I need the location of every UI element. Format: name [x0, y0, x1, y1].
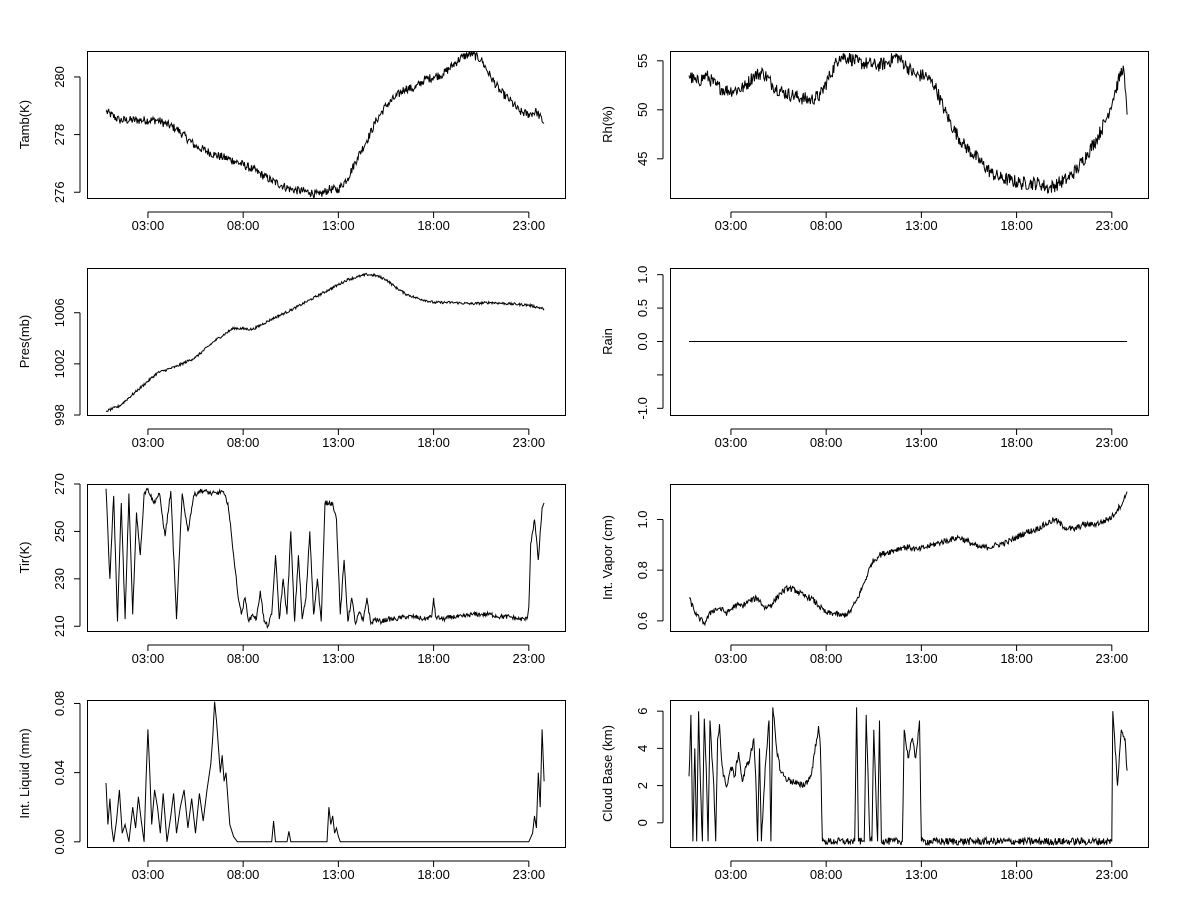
panel-rh: 03:00 08:00 13:00 18:00 23:00 45 50 55 Rh(%) [600, 51, 1149, 233]
plot-frame [670, 700, 1149, 848]
y-tick-label: 1002 [52, 349, 67, 378]
x-tick-label: 13:00 [322, 435, 355, 450]
x-tick-label: 08:00 [227, 218, 260, 233]
series-line [105, 272, 545, 413]
x-tick-label: 08:00 [810, 867, 843, 882]
y-tick-label: 45 [635, 152, 650, 166]
x-tick-label: 03:00 [715, 218, 748, 233]
y-tick-label: 270 [52, 473, 67, 495]
x-tick-label: 23:00 [1096, 651, 1129, 666]
panel-tir-k: 03:00 08:00 13:00 18:00 23:00 210 230 250 270 Tir… [17, 473, 566, 666]
x-tick-label: 18:00 [1000, 651, 1033, 666]
y-axis-label: Int. Vapor (cm) [600, 515, 615, 600]
x-tick-label: 03:00 [715, 435, 748, 450]
x-tick-label: 08:00 [810, 651, 843, 666]
y-tick-label: 0.00 [52, 829, 67, 854]
y-tick-label: 4 [635, 745, 650, 752]
y-tick-label: 1.0 [635, 266, 650, 284]
panel-int-vapor-cm: 03:00 08:00 13:00 18:00 23:00 0.6 0.8 1.0 Int. V… [600, 484, 1149, 666]
panel-int-liquid-mm: 03:00 08:00 13:00 18:00 23:00 0.00 0.04 0.08 Int… [17, 691, 566, 882]
x-tick-label: 03:00 [132, 867, 165, 882]
plot-frame [87, 700, 566, 848]
x-tick-label: 13:00 [905, 867, 938, 882]
y-tick-label: -1.0 [635, 397, 650, 419]
plot-frame [670, 51, 1149, 199]
y-tick-label: 2 [635, 782, 650, 789]
plot-frame [87, 268, 566, 416]
y-tick-label: 210 [52, 615, 67, 637]
plot-frame [670, 268, 1149, 416]
x-tick-label: 13:00 [322, 651, 355, 666]
x-tick-label: 08:00 [810, 435, 843, 450]
y-tick-label: 50 [635, 103, 650, 117]
x-tick-label: 08:00 [227, 435, 260, 450]
plot-frame [87, 51, 566, 199]
y-axis-label: Tamb(K) [17, 100, 32, 149]
panel-pres-mb: 03:00 08:00 13:00 18:00 23:00 998 1002 1006 Pres… [17, 268, 566, 450]
y-tick-label: 55 [635, 54, 650, 68]
y-axis-label: Tir(K) [17, 541, 32, 573]
y-axis-label: Rain [600, 328, 615, 355]
x-tick-label: 18:00 [1000, 218, 1033, 233]
x-tick-label: 08:00 [227, 867, 260, 882]
y-tick-label: 6 [635, 708, 650, 715]
y-tick-label: 1.0 [635, 510, 650, 528]
x-tick-label: 18:00 [1000, 435, 1033, 450]
series-line [688, 491, 1128, 627]
y-axis-label: Cloud Base (km) [600, 725, 615, 822]
x-tick-label: 03:00 [715, 651, 748, 666]
y-tick-label: 280 [52, 66, 67, 88]
y-tick-label: 0.6 [635, 612, 650, 630]
x-tick-label: 23:00 [513, 867, 546, 882]
x-tick-label: 13:00 [905, 218, 938, 233]
x-tick-label: 08:00 [227, 651, 260, 666]
series-line [105, 487, 545, 630]
y-tick-label: 0.5 [635, 299, 650, 317]
y-axis-label: Int. Liquid (mm) [17, 728, 32, 818]
x-tick-label: 03:00 [132, 218, 165, 233]
x-tick-label: 23:00 [1096, 218, 1129, 233]
y-tick-label: 230 [52, 568, 67, 590]
x-tick-label: 18:00 [1000, 867, 1033, 882]
series-line [688, 707, 1128, 847]
x-tick-label: 03:00 [132, 651, 165, 666]
y-tick-label: 998 [52, 404, 67, 426]
y-tick-label: 276 [52, 181, 67, 203]
y-tick-label: 0 [635, 819, 650, 826]
y-tick-label: 278 [52, 124, 67, 146]
x-tick-label: 03:00 [715, 867, 748, 882]
y-tick-label: 0.04 [52, 760, 67, 785]
y-tick-label: 0.0 [635, 332, 650, 350]
y-axis-label: Rh(%) [600, 106, 615, 143]
y-tick-label: 250 [52, 521, 67, 543]
x-tick-label: 18:00 [417, 218, 450, 233]
x-tick-label: 18:00 [417, 435, 450, 450]
x-tick-label: 23:00 [513, 218, 546, 233]
plot-frame [670, 484, 1149, 632]
x-tick-label: 23:00 [513, 435, 546, 450]
plot-frame [87, 484, 566, 632]
panel-rain: 03:00 08:00 13:00 18:00 23:00 -1.0 0.0 0.5 1.0 Ra… [600, 266, 1149, 450]
series-line [105, 701, 545, 843]
x-tick-label: 13:00 [322, 867, 355, 882]
x-tick-label: 08:00 [810, 218, 843, 233]
panel-cloud-base-km: 03:00 08:00 13:00 18:00 23:00 0 2 4 6 Cloud Base … [600, 700, 1149, 882]
x-tick-label: 13:00 [905, 651, 938, 666]
y-tick-label: 0.08 [52, 691, 67, 716]
y-axis-label: Pres(mb) [17, 315, 32, 368]
panel-tamb-k: 03:00 08:00 13:00 18:00 23:00 276 278 280 Tamb(K… [17, 50, 566, 233]
series-line [688, 52, 1128, 194]
x-tick-label: 23:00 [1096, 867, 1129, 882]
x-tick-label: 13:00 [322, 218, 355, 233]
x-tick-label: 18:00 [417, 867, 450, 882]
x-tick-label: 03:00 [132, 435, 165, 450]
x-tick-label: 13:00 [905, 435, 938, 450]
y-tick-label: 1006 [52, 298, 67, 327]
x-tick-label: 23:00 [1096, 435, 1129, 450]
x-tick-label: 23:00 [513, 651, 546, 666]
series-line [105, 50, 545, 199]
y-tick-label: 0.8 [635, 561, 650, 579]
x-tick-label: 18:00 [417, 651, 450, 666]
